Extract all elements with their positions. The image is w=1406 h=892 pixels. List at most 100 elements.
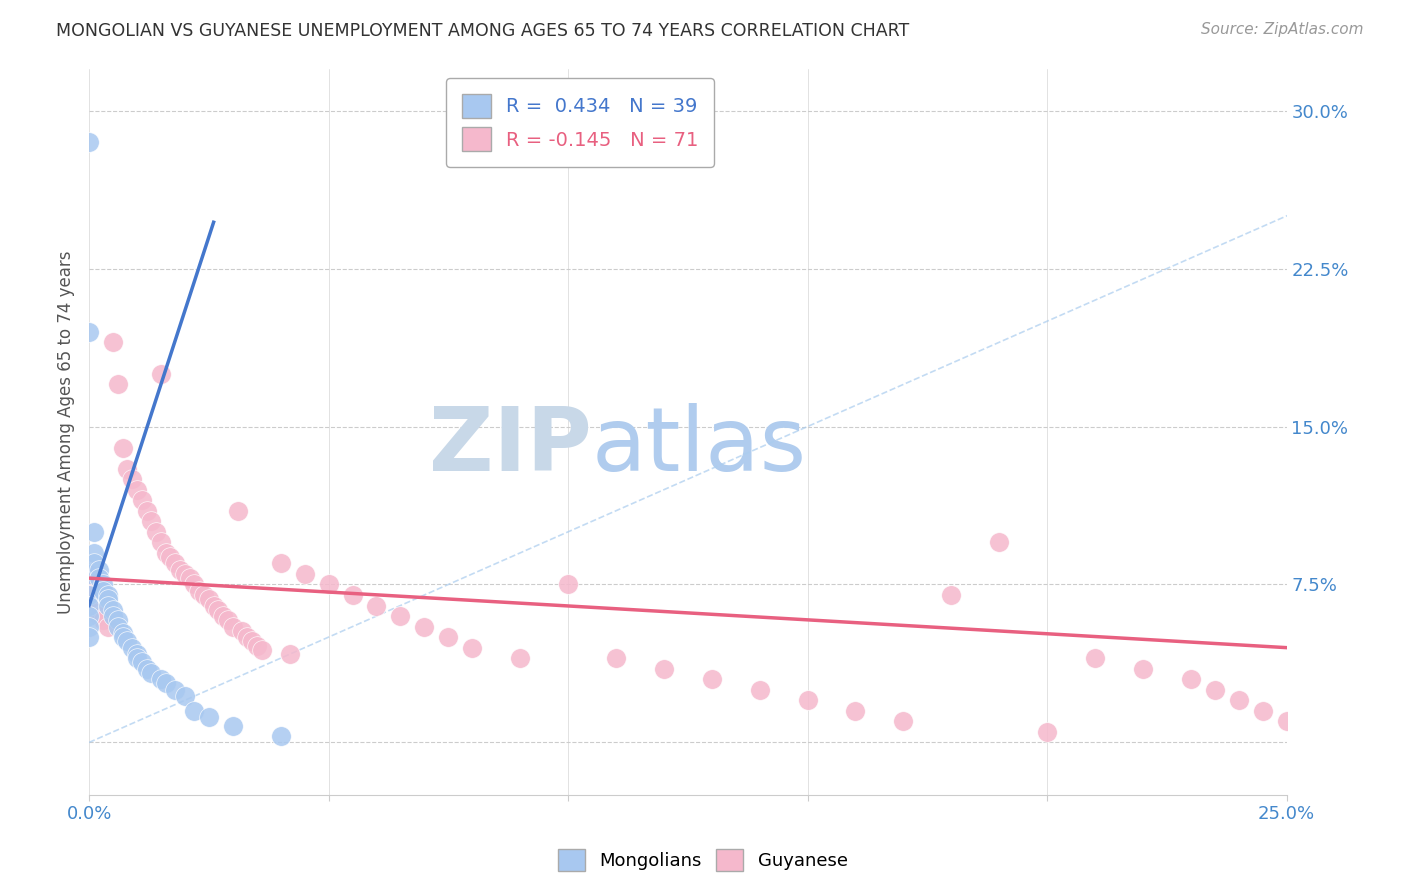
Point	[557, 577, 579, 591]
Point	[93, 613, 115, 627]
Point	[107, 613, 129, 627]
Point	[125, 647, 148, 661]
Point	[1084, 651, 1107, 665]
Point	[77, 588, 100, 602]
Point	[183, 577, 205, 591]
Point	[141, 514, 163, 528]
Point	[111, 630, 134, 644]
Point	[107, 619, 129, 633]
Point	[93, 583, 115, 598]
Point	[149, 535, 172, 549]
Point	[173, 566, 195, 581]
Point	[111, 626, 134, 640]
Point	[111, 441, 134, 455]
Point	[101, 603, 124, 617]
Point	[236, 630, 259, 644]
Point	[131, 656, 153, 670]
Point	[135, 504, 157, 518]
Point	[149, 672, 172, 686]
Point	[77, 609, 100, 624]
Point	[97, 619, 120, 633]
Point	[93, 577, 115, 591]
Point	[155, 676, 177, 690]
Text: ZIP: ZIP	[429, 403, 592, 490]
Text: MONGOLIAN VS GUYANESE UNEMPLOYMENT AMONG AGES 65 TO 74 YEARS CORRELATION CHART: MONGOLIAN VS GUYANESE UNEMPLOYMENT AMONG…	[56, 22, 910, 40]
Point	[246, 639, 269, 653]
Point	[250, 642, 273, 657]
Point	[165, 682, 187, 697]
Point	[125, 651, 148, 665]
Point	[1036, 724, 1059, 739]
Point	[121, 640, 143, 655]
Point	[652, 662, 675, 676]
Point	[1132, 662, 1154, 676]
Point	[77, 325, 100, 339]
Point	[77, 619, 100, 633]
Legend: Mongolians, Guyanese: Mongolians, Guyanese	[551, 842, 855, 879]
Point	[77, 577, 100, 591]
Point	[173, 689, 195, 703]
Point	[149, 367, 172, 381]
Text: atlas: atlas	[592, 403, 807, 490]
Point	[231, 624, 253, 638]
Y-axis label: Unemployment Among Ages 65 to 74 years: Unemployment Among Ages 65 to 74 years	[58, 250, 75, 614]
Point	[193, 588, 215, 602]
Point	[188, 583, 211, 598]
Point	[844, 704, 866, 718]
Point	[83, 546, 105, 560]
Point	[97, 588, 120, 602]
Point	[77, 588, 100, 602]
Point	[389, 609, 412, 624]
Point	[270, 557, 292, 571]
Point	[700, 672, 723, 686]
Point	[366, 599, 388, 613]
Point	[605, 651, 627, 665]
Point	[117, 634, 139, 648]
Point	[101, 335, 124, 350]
Point	[83, 557, 105, 571]
Point	[222, 619, 245, 633]
Point	[77, 566, 100, 581]
Point	[198, 710, 221, 724]
Point	[83, 524, 105, 539]
Point	[117, 461, 139, 475]
Point	[107, 377, 129, 392]
Point	[217, 613, 239, 627]
Point	[135, 662, 157, 676]
Point	[97, 592, 120, 607]
Point	[87, 571, 110, 585]
Point	[207, 603, 229, 617]
Point	[1204, 682, 1226, 697]
Point	[97, 599, 120, 613]
Point	[131, 493, 153, 508]
Point	[226, 504, 249, 518]
Point	[212, 609, 235, 624]
Point	[141, 665, 163, 680]
Point	[165, 557, 187, 571]
Point	[202, 599, 225, 613]
Point	[77, 630, 100, 644]
Point	[222, 718, 245, 732]
Point	[1275, 714, 1298, 729]
Point	[198, 592, 221, 607]
Point	[413, 619, 436, 633]
Point	[270, 729, 292, 743]
Point	[87, 609, 110, 624]
Point	[121, 472, 143, 486]
Point	[155, 546, 177, 560]
Point	[183, 704, 205, 718]
Point	[125, 483, 148, 497]
Point	[278, 647, 301, 661]
Point	[748, 682, 770, 697]
Point	[796, 693, 818, 707]
Point	[1251, 704, 1274, 718]
Point	[318, 577, 340, 591]
Point	[179, 571, 201, 585]
Point	[893, 714, 915, 729]
Point	[294, 566, 316, 581]
Point	[509, 651, 531, 665]
Text: Source: ZipAtlas.com: Source: ZipAtlas.com	[1201, 22, 1364, 37]
Point	[437, 630, 460, 644]
Point	[1180, 672, 1202, 686]
Legend: R =  0.434   N = 39, R = -0.145   N = 71: R = 0.434 N = 39, R = -0.145 N = 71	[446, 78, 714, 167]
